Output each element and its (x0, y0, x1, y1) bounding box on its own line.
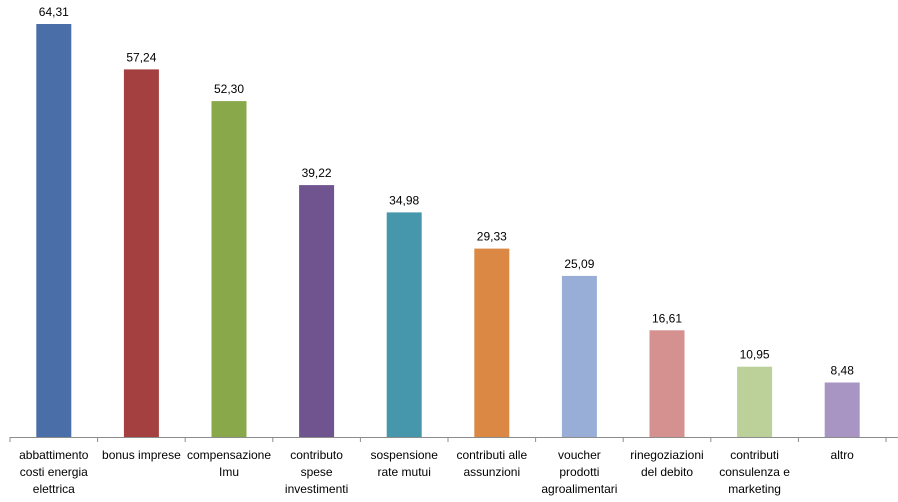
category-label-line: rate mutui (378, 465, 431, 479)
value-label-1: 57,24 (126, 50, 156, 64)
category-label-line: costi energia (20, 465, 88, 479)
category-label-line: elettrica (33, 482, 75, 496)
bar-6 (561, 275, 597, 437)
category-label-0: abbattimento costi energia elettrica (19, 448, 89, 496)
category-label-1: bonus imprese (102, 448, 181, 462)
category-label-line: bonus imprese (102, 448, 181, 462)
bar-2 (211, 101, 247, 437)
category-label-line: assunzioni (463, 465, 520, 479)
value-label-2: 52,30 (214, 82, 244, 96)
category-label-line: prodotti (559, 465, 599, 479)
category-label-line: investimenti (285, 482, 348, 496)
category-label-line: sospensione (371, 448, 439, 462)
value-labels-group: 64,31 57,24 52,30 39,22 34,98 29,33 25,09 16,61… (39, 5, 854, 378)
value-label-8: 10,95 (740, 348, 770, 362)
bar-7 (649, 330, 685, 437)
category-label-line: compensazione (187, 448, 271, 462)
bars-group (36, 24, 860, 438)
category-label-5: contributi alle assunzioni (456, 448, 527, 479)
category-label-2: compensazione Imu (187, 448, 271, 479)
bar-3 (299, 185, 335, 437)
category-label-line: voucher (558, 448, 601, 462)
value-label-5: 29,33 (477, 230, 507, 244)
category-label-line: contributi alle (456, 448, 527, 462)
value-label-3: 39,22 (302, 166, 332, 180)
value-label-4: 34,98 (389, 193, 419, 207)
value-label-7: 16,61 (652, 311, 682, 325)
category-labels-group: abbattimento costi energia elettrica bonus … (19, 448, 854, 496)
bar-8 (737, 366, 773, 437)
category-label-line: consulenza e (719, 465, 790, 479)
value-label-0: 64,31 (39, 5, 69, 19)
category-label-4: sospensione rate mutui (371, 448, 439, 479)
category-label-6: voucher prodotti agroalimentari (541, 448, 617, 496)
category-label-line: Imu (219, 465, 239, 479)
value-label-6: 25,09 (564, 257, 594, 271)
bar-9 (824, 382, 860, 437)
category-label-line: spese (301, 465, 333, 479)
x-axis-ticks-group (9, 437, 887, 442)
category-label-line: del debito (641, 465, 693, 479)
category-label-line: marketing (728, 482, 781, 496)
category-label-line: rinegoziazioni (630, 448, 703, 462)
category-label-9: altro (831, 448, 855, 462)
bar-4 (386, 212, 422, 437)
category-label-7: rinegoziazioni del debito (630, 448, 703, 479)
category-label-line: contributi (730, 448, 779, 462)
category-label-line: contributo (290, 448, 343, 462)
category-label-line: abbattimento (19, 448, 89, 462)
category-label-8: contributi consulenza e marketing (719, 448, 790, 496)
bar-5 (474, 248, 510, 437)
category-label-line: agroalimentari (541, 482, 617, 496)
value-label-9: 8,48 (831, 364, 855, 378)
bar-0 (36, 24, 72, 437)
category-label-line: altro (831, 448, 855, 462)
bar-1 (123, 69, 159, 438)
category-label-3: contributo spese investimenti (285, 448, 348, 496)
